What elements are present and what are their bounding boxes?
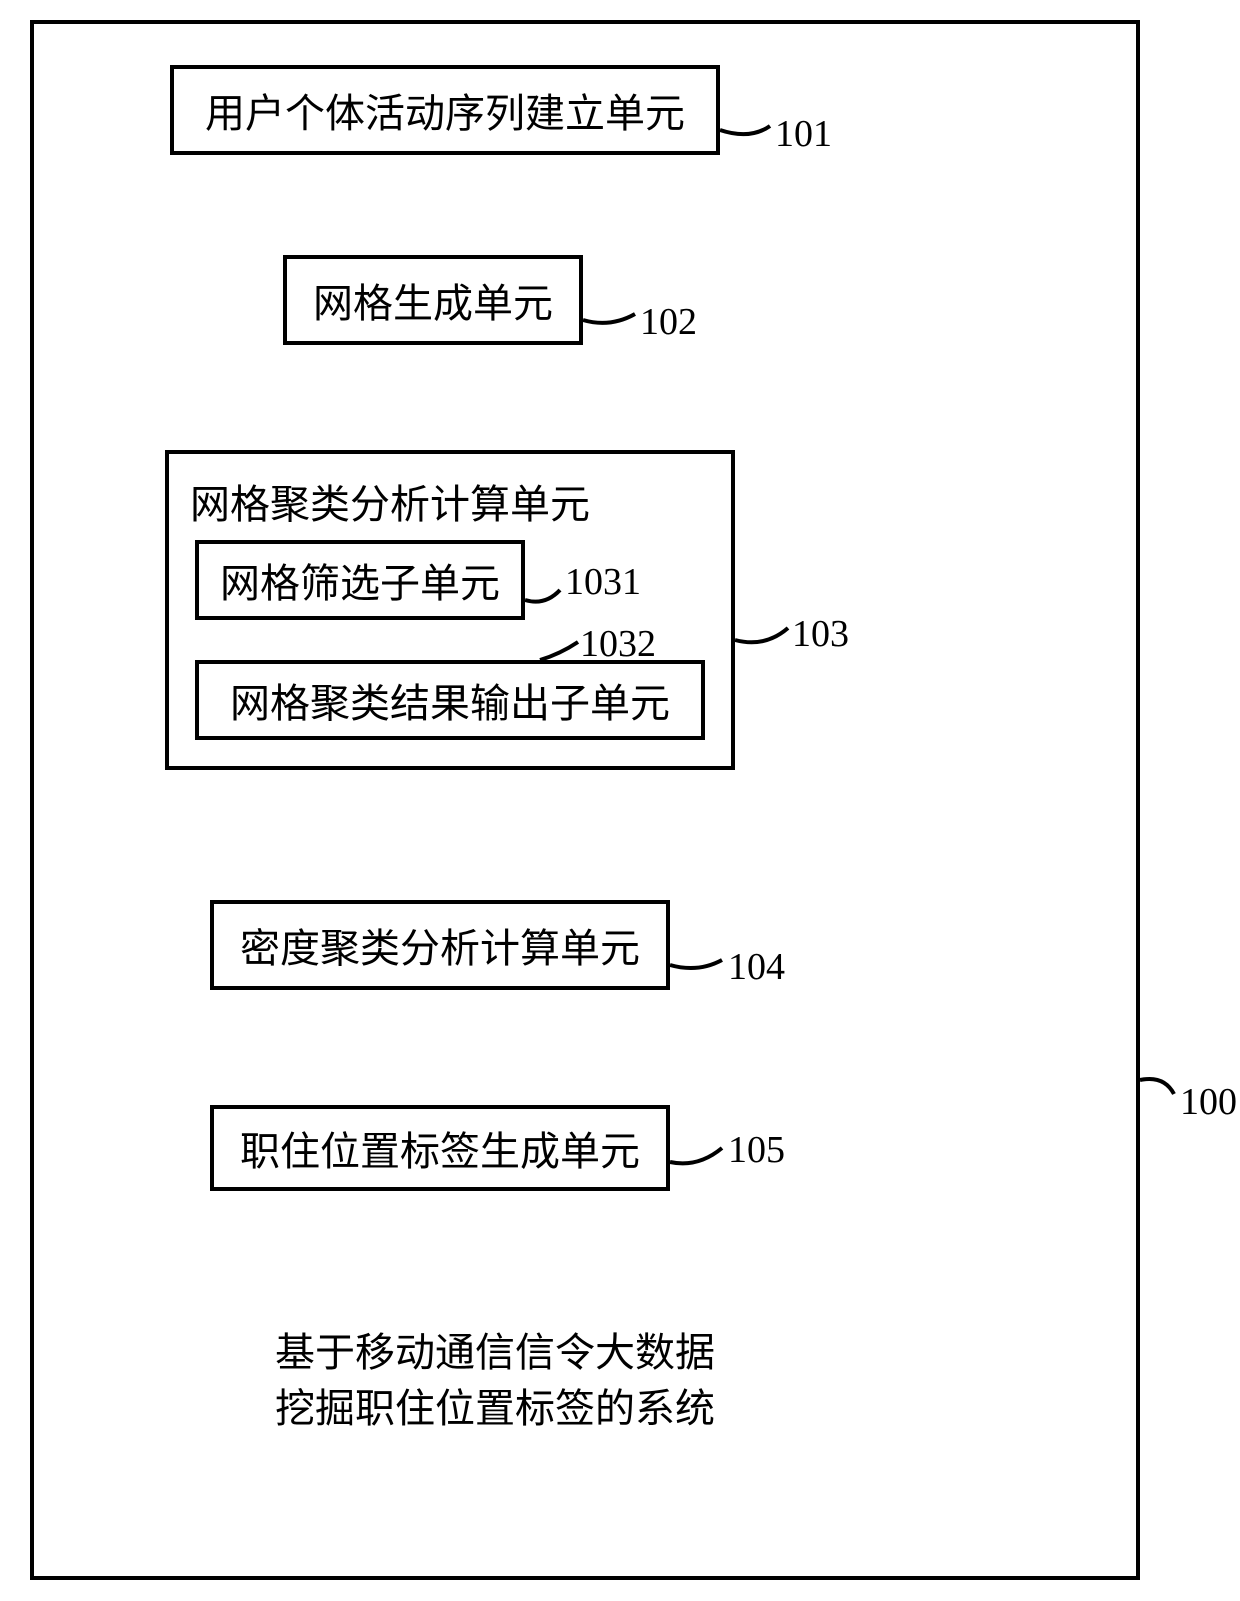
unit-104-box: 密度聚类分析计算单元 [210,900,670,990]
unit-102-text: 网格生成单元 [313,271,553,329]
label-1031: 1031 [565,560,641,604]
subunit-1031-text: 网格筛选子单元 [220,551,500,609]
caption-line1: 基于移动通信信令大数据 [275,1325,715,1381]
label-101: 101 [775,112,832,156]
label-105: 105 [728,1128,785,1172]
unit-104-text: 密度聚类分析计算单元 [240,916,640,974]
label-1032: 1032 [580,622,656,666]
subunit-1032-box: 网格聚类结果输出子单元 [195,660,705,740]
connector-100 [1136,1071,1178,1098]
subunit-1031-box: 网格筛选子单元 [195,540,525,620]
caption-line2: 挖掘职住位置标签的系统 [275,1381,715,1437]
label-100: 100 [1180,1080,1237,1124]
unit-105-box: 职住位置标签生成单元 [210,1105,670,1191]
unit-105-text: 职住位置标签生成单元 [240,1119,640,1177]
label-103: 103 [792,612,849,656]
label-104: 104 [728,945,785,989]
unit-102-box: 网格生成单元 [283,255,583,345]
unit-103-title: 网格聚类分析计算单元 [190,472,590,530]
label-102: 102 [640,300,697,344]
unit-101-text: 用户个体活动序列建立单元 [205,81,685,139]
unit-101-box: 用户个体活动序列建立单元 [170,65,720,155]
diagram-canvas: 100 用户个体活动序列建立单元 101 网格生成单元 102 网格聚类分析计算… [0,0,1240,1601]
subunit-1032-text: 网格聚类结果输出子单元 [230,671,670,729]
diagram-caption: 基于移动通信信令大数据 挖掘职住位置标签的系统 [275,1325,715,1437]
